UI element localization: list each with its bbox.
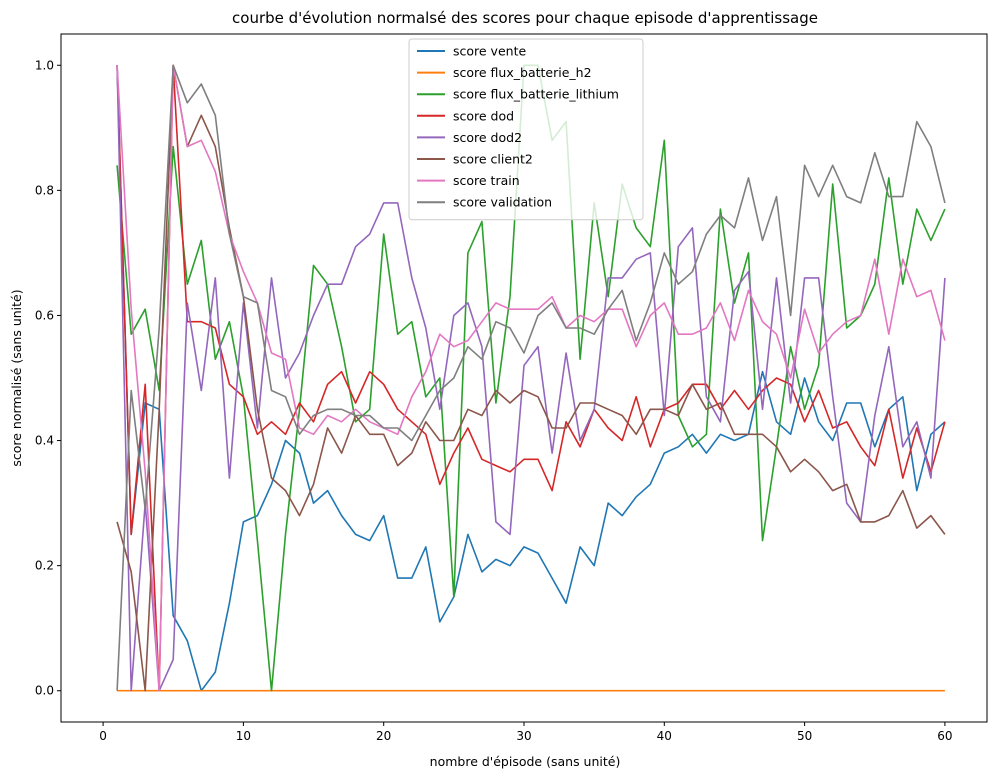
x-tick-label: 10 (236, 729, 251, 743)
series-line-score-train (116, 64, 946, 692)
legend-label-score-flux-batterie-lithium: score flux_batterie_lithium (453, 87, 619, 102)
chart-title: courbe d'évolution normalsé des scores p… (232, 9, 818, 27)
y-axis-label: score normalisé (sans unité) (9, 289, 24, 466)
legend-label-score-train: score train (453, 173, 520, 188)
y-tick-label: 1.0 (35, 58, 54, 72)
y-tick-label: 0.2 (35, 559, 54, 573)
y-axis: 0.0 0.2 0.4 0.6 0.8 1.0 (35, 58, 61, 698)
x-tick-label: 50 (797, 729, 812, 743)
y-tick-label: 0.4 (35, 434, 54, 448)
x-tick-label: 20 (376, 729, 391, 743)
legend-label-score-validation: score validation (453, 195, 552, 210)
legend-box (408, 38, 644, 221)
series-line-score-client2 (116, 64, 946, 692)
series-line-score-validation (116, 64, 946, 691)
series-line-score-dod (116, 64, 946, 692)
legend-label-score-flux-batterie-h2: score flux_batterie_h2 (453, 65, 592, 80)
legend-label-score-dod: score dod (453, 108, 514, 123)
series-line-score-dod2 (116, 65, 946, 692)
x-tick-label: 0 (99, 729, 107, 743)
legend-label-score-dod2: score dod2 (453, 130, 522, 145)
y-tick-label: 0.6 (35, 308, 54, 322)
legend-label-score-client2: score client2 (453, 152, 533, 167)
y-tick-label: 0.8 (35, 183, 54, 197)
x-tick-label: 30 (516, 729, 531, 743)
x-axis-label: nombre d'épisode (sans unité) (430, 754, 621, 769)
series-lines (116, 64, 946, 692)
legend-label-score-vente: score vente (453, 44, 526, 59)
x-tick-label: 60 (937, 729, 952, 743)
x-tick-label: 40 (657, 729, 672, 743)
x-axis: 0 10 20 30 40 50 60 (99, 722, 953, 743)
y-tick-label: 0.0 (35, 684, 54, 698)
